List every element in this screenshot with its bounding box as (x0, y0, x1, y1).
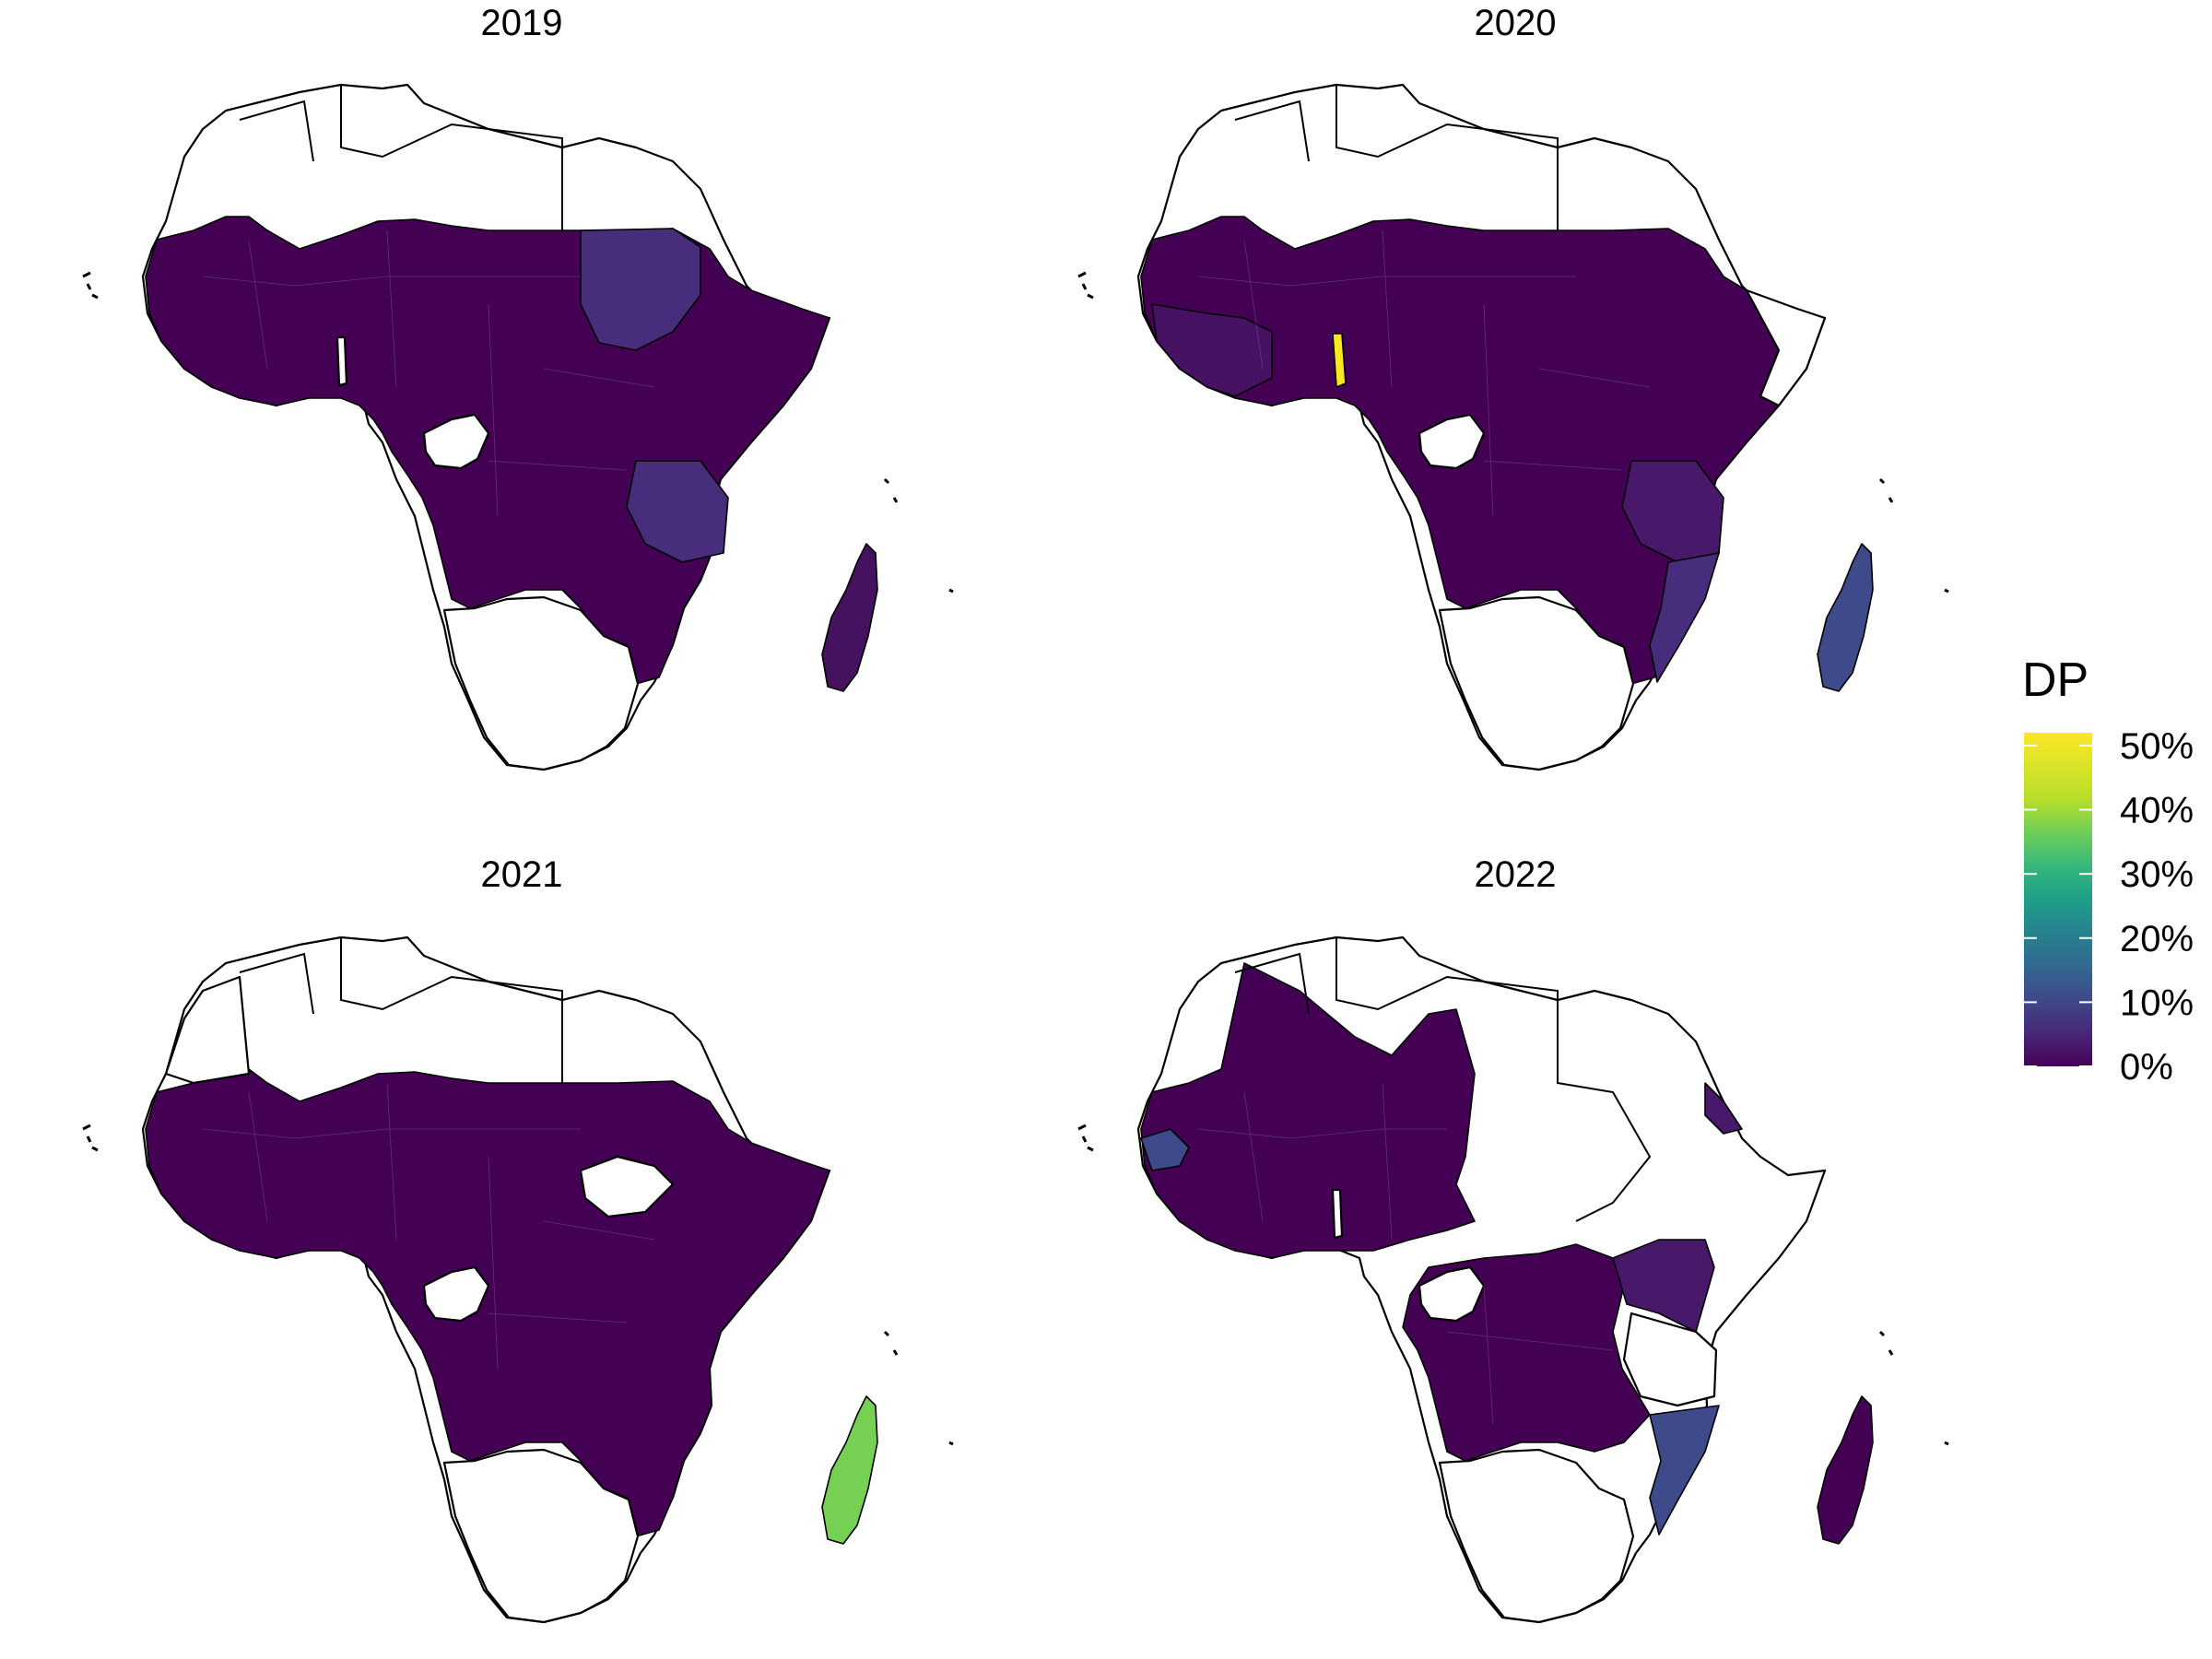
island-marks (82, 271, 99, 300)
map-region-kenya-uganda (1612, 1239, 1715, 1333)
island-marks (1077, 271, 1094, 300)
panel-title-2019: 2019 (481, 3, 563, 43)
panel-title-2021: 2021 (481, 854, 563, 895)
map-region-west (1140, 962, 1476, 1259)
subdivision-lines (202, 1082, 655, 1370)
panel-2019: 2019 (82, 3, 954, 771)
panel-2020: 2020 (1077, 3, 1949, 771)
map-region-togo (1332, 333, 1347, 388)
subdivision-lines (1197, 229, 1651, 517)
island-marks (1077, 1124, 1094, 1152)
legend-tick-label: 0% (2120, 1047, 2173, 1088)
map-region-mozambique (1649, 1405, 1720, 1535)
border-line (239, 100, 314, 162)
legend-colorbar (2024, 733, 2092, 1066)
legend-tick-label: 40% (2120, 791, 2194, 831)
island-marks (883, 1330, 954, 1446)
border-line (1335, 937, 1652, 1222)
map-region-unshaded (1622, 1312, 1718, 1407)
subdivision-lines (1197, 1082, 1614, 1425)
map-region-madagascar (1817, 543, 1874, 692)
island-marks (1878, 1330, 1949, 1446)
legend-tick-label: 10% (2120, 982, 2194, 1023)
map-region-unshaded (335, 335, 348, 387)
map-region-unshaded (164, 975, 251, 1085)
panel-title-2020: 2020 (1475, 3, 1557, 43)
border-line (340, 937, 563, 1083)
legend: DP 50% 40% 30% 20% 10% 0% (2022, 653, 2194, 1088)
map-region-unshaded (1331, 1188, 1344, 1240)
island-marks (1878, 477, 1949, 594)
border-line (1234, 100, 1310, 162)
map-region-mozambique (1649, 552, 1720, 683)
island-marks (82, 1124, 99, 1152)
legend-ticks: 50% 40% 30% 20% 10% 0% (2024, 726, 2194, 1088)
island-marks (883, 477, 954, 594)
map-region-tanzania (626, 460, 729, 563)
panel-2022: 2022 (1077, 854, 1949, 1624)
border-line (1234, 952, 1310, 1015)
map-region-west (1151, 303, 1273, 397)
panel-2021: 2021 (82, 854, 954, 1624)
subdivision-lines (202, 229, 655, 517)
legend-title: DP (2022, 653, 2088, 707)
border-line (1335, 85, 1559, 230)
border-line (340, 85, 563, 230)
border-line (239, 952, 314, 1015)
legend-tick-label: 30% (2120, 854, 2194, 895)
map-region-unshaded (1745, 288, 1827, 407)
map-region-unshaded (579, 1155, 675, 1218)
map-region-madagascar (821, 1395, 878, 1545)
map-region-sudan (580, 228, 701, 351)
map-region-senegal (1140, 1128, 1190, 1171)
panel-title-2022: 2022 (1475, 854, 1557, 895)
map-region-eritrea (1704, 1082, 1743, 1135)
map-region-madagascar (1817, 1395, 1874, 1545)
legend-tick-label: 50% (2120, 726, 2194, 767)
map-region-madagascar (821, 543, 878, 692)
legend-tick-label: 20% (2120, 919, 2194, 959)
